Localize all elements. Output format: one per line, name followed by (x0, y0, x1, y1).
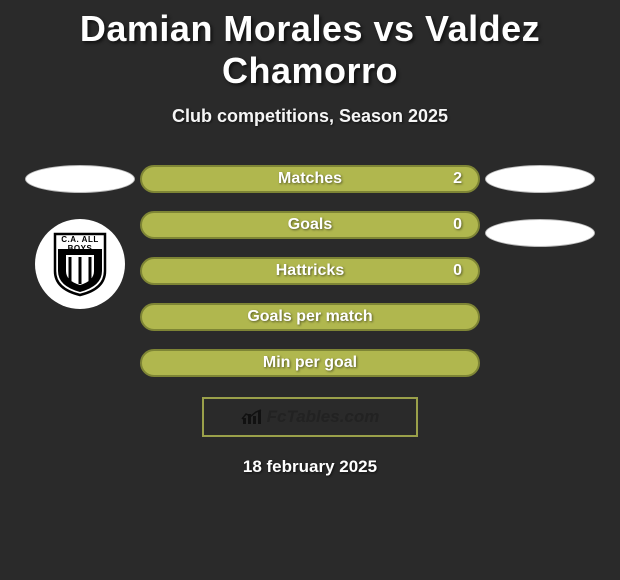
player-photo-left (25, 165, 135, 193)
bar-min-per-goal: Min per goal (140, 349, 480, 377)
club-badge-right (485, 219, 595, 247)
chart-icon (241, 408, 263, 426)
player-photo-right (485, 165, 595, 193)
stat-bars: Matches 2 Goals 0 Hattricks 0 Goals per … (140, 165, 480, 377)
bar-label: Matches (278, 170, 342, 188)
bar-label: Min per goal (263, 354, 357, 372)
date-text: 18 february 2025 (243, 457, 377, 477)
bar-matches: Matches 2 (140, 165, 480, 193)
fctables-watermark: FcTables.com (202, 397, 418, 437)
bar-label: Hattricks (276, 262, 344, 280)
bar-label: Goals (288, 216, 332, 234)
bar-value-right: 0 (453, 216, 462, 234)
shield-text: C.A. ALL BOYS (52, 235, 108, 253)
page-title: Damian Morales vs Valdez Chamorro (0, 8, 620, 92)
bar-hattricks: Hattricks 0 (140, 257, 480, 285)
content-row: C.A. ALL BOYS Matches 2 Goals 0 Hattrick… (0, 165, 620, 377)
page-subtitle: Club competitions, Season 2025 (172, 106, 448, 127)
bar-value-right: 2 (453, 170, 462, 188)
bar-label: Goals per match (247, 308, 372, 326)
right-column (480, 165, 600, 247)
fctables-text: FcTables.com (267, 407, 380, 427)
left-column: C.A. ALL BOYS (20, 165, 140, 309)
club-badge-left: C.A. ALL BOYS (35, 219, 125, 309)
bar-value-right: 0 (453, 262, 462, 280)
bar-goals: Goals 0 (140, 211, 480, 239)
shield-icon: C.A. ALL BOYS (52, 231, 108, 297)
bar-goals-per-match: Goals per match (140, 303, 480, 331)
